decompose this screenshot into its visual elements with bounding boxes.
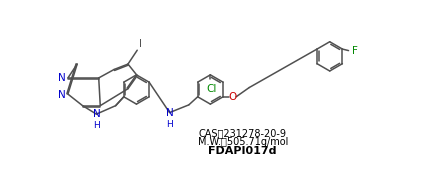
Text: Cl: Cl: [207, 84, 217, 94]
Text: H: H: [93, 121, 100, 130]
Text: F: F: [351, 46, 357, 56]
Text: CAS：231278-20-9: CAS：231278-20-9: [199, 128, 287, 138]
Text: N: N: [166, 108, 173, 118]
Text: M.W.：505.71g/mol: M.W.：505.71g/mol: [198, 137, 288, 147]
Text: N: N: [58, 73, 66, 83]
Text: O: O: [228, 92, 237, 102]
Text: N: N: [58, 90, 66, 100]
Text: N: N: [92, 109, 100, 119]
Text: I: I: [139, 39, 142, 49]
Text: FDAPI017d: FDAPI017d: [209, 146, 277, 156]
Text: H: H: [166, 119, 173, 129]
